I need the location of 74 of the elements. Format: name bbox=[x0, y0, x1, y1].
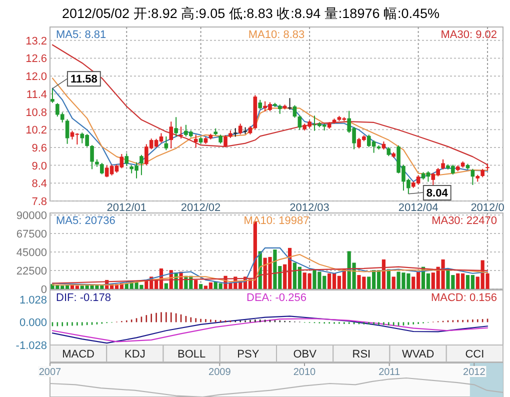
bar bbox=[164, 283, 168, 289]
x-tick-label: 2012/0 bbox=[470, 202, 504, 214]
y-tick-label: 10.2 bbox=[26, 124, 47, 137]
text: MA10: 19987 bbox=[244, 215, 310, 227]
text: WVAD bbox=[402, 348, 434, 360]
text: BOLL bbox=[177, 348, 206, 360]
candlestick bbox=[278, 104, 282, 114]
text: OBV bbox=[293, 348, 318, 360]
y-tick-label: 12.6 bbox=[26, 53, 47, 66]
y-tick-label: 8.4 bbox=[32, 178, 47, 190]
text: MA10: 8.83 bbox=[248, 29, 305, 41]
x-tick-label: 2012 bbox=[463, 367, 486, 378]
x-tick-label: 2007 bbox=[38, 367, 62, 378]
y-tick-label: 9.0 bbox=[32, 160, 47, 172]
series-label: MACD: 0.156 bbox=[430, 292, 497, 304]
y-tick-label: 7.8 bbox=[32, 196, 47, 208]
candlestick bbox=[50, 88, 54, 104]
candlestick bbox=[441, 158, 445, 170]
line-series bbox=[52, 247, 488, 286]
candlestick bbox=[169, 121, 174, 149]
y-tick-label: 13.2 bbox=[26, 35, 47, 48]
x-tick-label: 2012/03 bbox=[290, 202, 330, 214]
text: DIF: -0.178 bbox=[56, 292, 112, 304]
y-tick-label: 0 bbox=[40, 284, 47, 296]
candlestick bbox=[164, 136, 168, 151]
y-tick-label: 9.6 bbox=[32, 142, 47, 154]
candlestick bbox=[288, 98, 292, 110]
line-series bbox=[52, 88, 488, 182]
annotation: 8.04 bbox=[426, 188, 449, 200]
text: KDJ bbox=[124, 348, 146, 360]
y-tick-label: 12.0 bbox=[26, 71, 47, 84]
y-tick-label: 67500 bbox=[16, 228, 47, 241]
bar bbox=[392, 276, 396, 289]
text: MA5: 8.81 bbox=[56, 29, 106, 41]
line-series bbox=[52, 266, 488, 284]
y-tick-label: -1.028 bbox=[16, 340, 47, 352]
candlestick bbox=[140, 154, 144, 176]
x-tick-label: 2012/02 bbox=[180, 202, 221, 214]
candlestick bbox=[90, 144, 94, 170]
text: MACD bbox=[62, 348, 95, 360]
bar bbox=[198, 284, 203, 289]
text: MA30: 9.02 bbox=[440, 29, 497, 41]
y-tick-label: 1.028 bbox=[19, 294, 47, 306]
candlestick bbox=[298, 114, 302, 130]
chart-title: 2012/05/02 开:8.92 高:9.05 低:8.83 收:8.94 量:18976 幅:0.45% bbox=[62, 6, 440, 21]
candlestick bbox=[292, 104, 297, 118]
candlestick bbox=[124, 152, 129, 166]
x-tick-label: 2012/04 bbox=[398, 202, 438, 214]
line-series bbox=[52, 254, 488, 286]
x-tick-label: 2009 bbox=[208, 367, 232, 378]
text: MA30: 22470 bbox=[432, 215, 497, 227]
y-tick-label: 10.8 bbox=[26, 106, 47, 119]
series-label: DEA: -0.256 bbox=[246, 292, 306, 304]
text: PSY bbox=[237, 348, 260, 360]
text: CCI bbox=[465, 348, 484, 360]
y-tick-label: 45000 bbox=[16, 247, 47, 260]
text: MA5: 20736 bbox=[56, 215, 116, 227]
x-tick-label: 2011 bbox=[378, 367, 401, 378]
y-tick-label: 11.4 bbox=[26, 88, 47, 101]
candlestick bbox=[233, 128, 238, 138]
y-tick-label: 0.000 bbox=[19, 317, 47, 330]
candlestick bbox=[238, 123, 242, 135]
text: RSI bbox=[352, 348, 371, 360]
y-tick-label: 90000 bbox=[16, 210, 47, 222]
candlestick bbox=[65, 118, 70, 144]
y-tick-label: 22500 bbox=[16, 266, 47, 278]
line-series bbox=[52, 44, 488, 166]
x-tick-label: 2010 bbox=[293, 367, 316, 378]
annotation: 11.58 bbox=[70, 74, 98, 86]
x-tick-label: 2012/01 bbox=[106, 202, 147, 214]
candlestick bbox=[174, 116, 178, 137]
candlestick bbox=[258, 99, 262, 110]
candlestick bbox=[470, 168, 475, 186]
bar bbox=[194, 280, 198, 289]
